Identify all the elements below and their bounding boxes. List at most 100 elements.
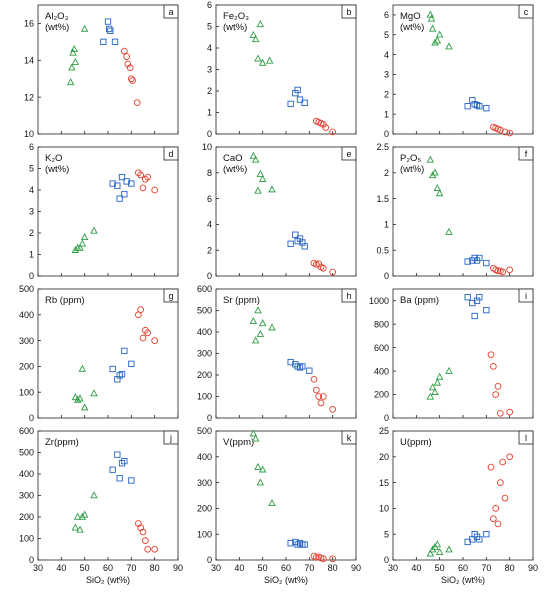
triangle-point <box>265 56 274 64</box>
y-tick-label: 2.5 <box>376 142 389 152</box>
circle-point <box>489 515 497 523</box>
circle-point <box>137 306 145 313</box>
panel-letter-box <box>341 430 357 445</box>
circle-point <box>487 351 495 359</box>
x-tick-label: 80 <box>150 563 160 573</box>
circle-point <box>496 409 504 417</box>
triangle-point <box>66 78 75 86</box>
y-tick-label: 800 <box>374 319 389 329</box>
circle-point <box>120 47 128 55</box>
panel-letter-i: i <box>518 288 534 303</box>
y-tick-label: 6 <box>384 10 389 20</box>
x-tick-label: 50 <box>258 563 268 573</box>
panel-letter-h: h <box>341 288 357 303</box>
square-point <box>483 306 490 314</box>
square-point <box>483 105 490 112</box>
square-point <box>109 466 116 473</box>
triangle-point <box>256 20 265 28</box>
x-tick-label: 60 <box>103 563 113 573</box>
panel-letter: e <box>346 149 351 159</box>
panel-letter-box <box>518 146 534 161</box>
square-point <box>476 103 483 110</box>
circle-point <box>144 173 152 181</box>
circle-point <box>506 266 514 274</box>
triangle-point <box>435 30 444 38</box>
triangle-point <box>428 383 437 391</box>
square-point <box>121 191 128 198</box>
square-point <box>299 363 306 370</box>
triangle-point <box>433 36 442 44</box>
y-tick-label: 400 <box>197 452 212 462</box>
panel-f: f P₂O₅(wt%) 0 0.5 1 1.5 2 2.5 <box>376 142 534 281</box>
element-label: Ba (ppm) <box>400 295 439 306</box>
triangle-point <box>90 491 98 499</box>
panel-letter-box <box>163 4 179 19</box>
element-label: V(ppm) <box>223 437 254 448</box>
triangle-point <box>251 336 260 344</box>
triangle-point <box>445 366 453 374</box>
square-point <box>301 541 308 548</box>
x-axis-label: SiO₂ (wt%) <box>264 575 308 585</box>
triangle-point <box>258 465 267 473</box>
panel-a: a Al₂O₃(wt%) 10 12 14 16 <box>24 4 179 139</box>
element-label: Al₂O₃ <box>45 11 69 22</box>
square-point <box>128 360 135 367</box>
square-point <box>121 457 128 465</box>
circle-point <box>506 408 514 416</box>
y-tick-label: 2 <box>384 90 389 100</box>
square-point <box>128 477 135 484</box>
circle-point <box>319 393 327 400</box>
circle-point <box>144 545 152 553</box>
y-tick-label: 0 <box>207 413 212 423</box>
panel-letter-d: d <box>163 146 179 161</box>
triangle-point <box>427 14 436 22</box>
panel-letter-l: l <box>518 430 534 445</box>
triangle-point <box>431 38 439 46</box>
square-point <box>301 99 308 106</box>
y-tick-label: 500 <box>197 306 212 316</box>
y-tick-label: 1 <box>29 250 34 260</box>
triangle-point <box>251 155 260 163</box>
y-tick-label: 3 <box>29 207 34 217</box>
square-point <box>301 243 308 250</box>
triangle-point <box>254 306 262 314</box>
square-point <box>109 365 116 373</box>
y-tick-label: 6 <box>207 0 212 10</box>
square-point <box>116 475 123 482</box>
y-tick-label: 12 <box>24 92 34 102</box>
panel-letter: c <box>524 7 529 17</box>
y-tick-label: 5 <box>384 30 389 40</box>
y-tick-label: 0 <box>207 555 212 565</box>
square-point <box>118 370 126 378</box>
triangle-point <box>68 63 76 71</box>
circle-point <box>499 268 507 276</box>
panel-letter-box <box>163 430 179 445</box>
element-label: P₂O₅ <box>400 153 421 164</box>
panel-letter: i <box>525 291 527 301</box>
circle-point <box>329 555 337 563</box>
panel-letter-j: j <box>163 430 179 445</box>
circle-point <box>310 375 318 383</box>
square-point <box>471 312 478 320</box>
y-tick-label: 400 <box>19 469 34 479</box>
square-point <box>107 27 114 34</box>
y-tick-label: 6 <box>207 194 212 204</box>
element-label: Rb (ppm) <box>45 295 85 306</box>
y-tick-label: 0 <box>384 555 389 565</box>
panel-letter: l <box>525 433 527 443</box>
y-tick-label: 8 <box>207 168 212 178</box>
y-tick-label: 200 <box>197 370 212 380</box>
y-tick-label: 100 <box>19 534 34 544</box>
triangle-point <box>249 151 258 159</box>
triangle-point <box>445 227 453 235</box>
square-point <box>464 103 471 110</box>
circle-point <box>141 537 149 545</box>
triangle-point <box>254 186 262 194</box>
triangle-point <box>435 372 444 380</box>
element-label: K₂O <box>45 153 62 164</box>
square-point <box>464 258 471 265</box>
circle-point <box>501 128 509 136</box>
panel-letter-box <box>518 430 534 445</box>
triangle-point <box>254 54 262 62</box>
x-tick-label: 50 <box>80 563 90 573</box>
